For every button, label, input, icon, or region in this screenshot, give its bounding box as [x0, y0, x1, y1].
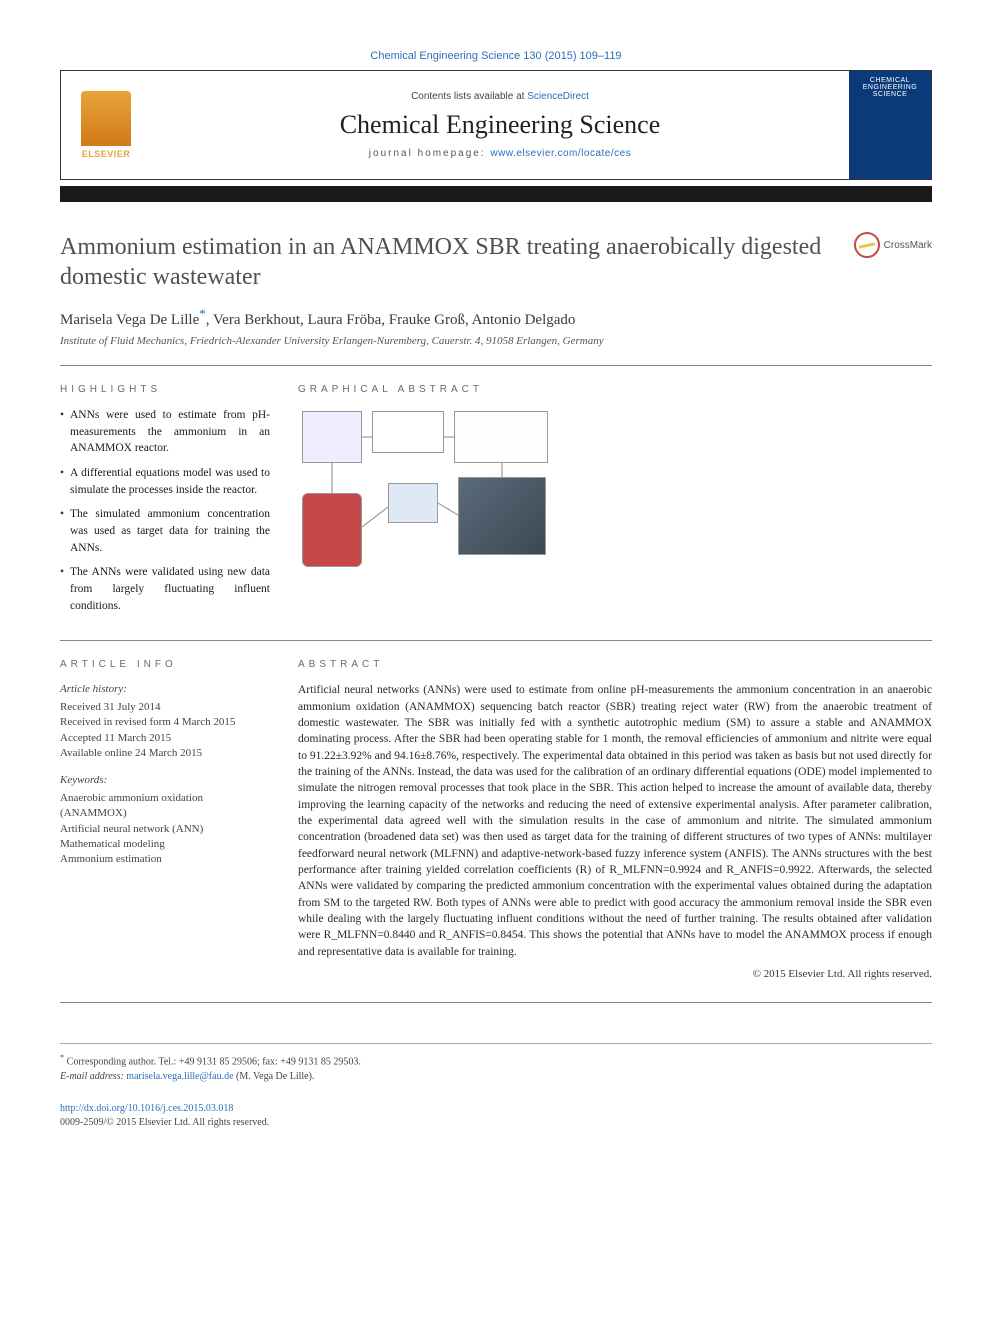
- keyword: Mathematical modeling: [60, 837, 270, 852]
- header-divider-strip: [60, 186, 932, 202]
- article-info-block: Article history: Received 31 July 2014 R…: [60, 682, 270, 867]
- running-header: Chemical Engineering Science 130 (2015) …: [60, 50, 932, 62]
- article-info-heading: ARTICLE INFO: [60, 659, 270, 670]
- issn-copyright: 0009-2509/© 2015 Elsevier Ltd. All right…: [60, 1116, 932, 1130]
- keywords-label: Keywords:: [60, 773, 270, 788]
- abstract-copyright: © 2015 Elsevier Ltd. All rights reserved…: [298, 968, 932, 980]
- history-received: Received 31 July 2014: [60, 700, 270, 715]
- graphical-abstract-figure: [298, 407, 558, 587]
- cover-line-2: ENGINEERING: [863, 84, 918, 91]
- graphical-abstract-heading: GRAPHICAL ABSTRACT: [298, 384, 932, 395]
- contents-prefix: Contents lists available at: [411, 91, 527, 102]
- highlights-heading: HIGHLIGHTS: [60, 384, 270, 395]
- keyword: Anaerobic ammonium oxidation (ANAMMOX): [60, 791, 270, 822]
- homepage-label: journal homepage:: [369, 148, 491, 159]
- doi-block: http://dx.doi.org/10.1016/j.ces.2015.03.…: [60, 1102, 932, 1130]
- corr-marker-footer: *: [60, 1053, 64, 1062]
- section-rule-2: [60, 640, 932, 641]
- highlights-list: ANNs were used to estimate from pH-measu…: [60, 407, 270, 614]
- journal-header: ELSEVIER Contents lists available at Sci…: [60, 70, 932, 180]
- publisher-logo-text: ELSEVIER: [82, 149, 131, 159]
- affiliation: Institute of Fluid Mechanics, Friedrich-…: [60, 335, 932, 347]
- email-suffix: (M. Vega De Lille).: [234, 1071, 315, 1082]
- cover-line-1: CHEMICAL: [870, 77, 910, 84]
- article-title: Ammonium estimation in an ANAMMOX SBR tr…: [60, 232, 834, 292]
- sciencedirect-link[interactable]: ScienceDirect: [527, 91, 589, 102]
- crossmark-widget[interactable]: CrossMark: [854, 232, 932, 258]
- history-label: Article history:: [60, 682, 270, 697]
- author-primary: Marisela Vega De Lille: [60, 312, 199, 328]
- homepage-url[interactable]: www.elsevier.com/locate/ces: [490, 148, 631, 159]
- abstract-heading: ABSTRACT: [298, 659, 932, 670]
- history-revised: Received in revised form 4 March 2015: [60, 715, 270, 730]
- homepage-line: journal homepage: www.elsevier.com/locat…: [369, 148, 631, 159]
- highlight-item: A differential equations model was used …: [60, 465, 270, 498]
- doi-link[interactable]: http://dx.doi.org/10.1016/j.ces.2015.03.…: [60, 1102, 932, 1116]
- keyword: Artificial neural network (ANN): [60, 822, 270, 837]
- elsevier-tree-icon: [81, 91, 131, 146]
- journal-cover-thumb: CHEMICAL ENGINEERING SCIENCE: [849, 71, 931, 179]
- publisher-logo: ELSEVIER: [61, 71, 151, 179]
- highlight-item: ANNs were used to estimate from pH-measu…: [60, 407, 270, 457]
- email-label: E-mail address:: [60, 1071, 126, 1082]
- header-center: Contents lists available at ScienceDirec…: [151, 71, 849, 179]
- highlight-item: The simulated ammonium concentration was…: [60, 506, 270, 556]
- section-rule-1: [60, 365, 932, 366]
- corresponding-text: Corresponding author. Tel.: +49 9131 85 …: [67, 1056, 361, 1067]
- graphical-abstract-arrows: [298, 407, 558, 587]
- keyword: Ammonium estimation: [60, 852, 270, 867]
- crossmark-icon: [854, 232, 880, 258]
- crossmark-label: CrossMark: [884, 240, 932, 251]
- section-rule-3: [60, 1002, 932, 1003]
- abstract-body: Artificial neural networks (ANNs) were u…: [298, 682, 932, 960]
- author-list: Marisela Vega De Lille*, Vera Berkhout, …: [60, 306, 932, 329]
- corresponding-author-note: * Corresponding author. Tel.: +49 9131 8…: [60, 1043, 932, 1084]
- contents-line: Contents lists available at ScienceDirec…: [411, 91, 589, 102]
- highlight-item: The ANNs were validated using new data f…: [60, 564, 270, 614]
- journal-name: Chemical Engineering Science: [340, 110, 661, 140]
- cover-line-3: SCIENCE: [873, 91, 908, 98]
- authors-rest: , Vera Berkhout, Laura Fröba, Frauke Gro…: [206, 312, 576, 328]
- email-link[interactable]: marisela.vega.lille@fau.de: [126, 1071, 233, 1082]
- history-accepted: Accepted 11 March 2015: [60, 731, 270, 746]
- history-online: Available online 24 March 2015: [60, 746, 270, 761]
